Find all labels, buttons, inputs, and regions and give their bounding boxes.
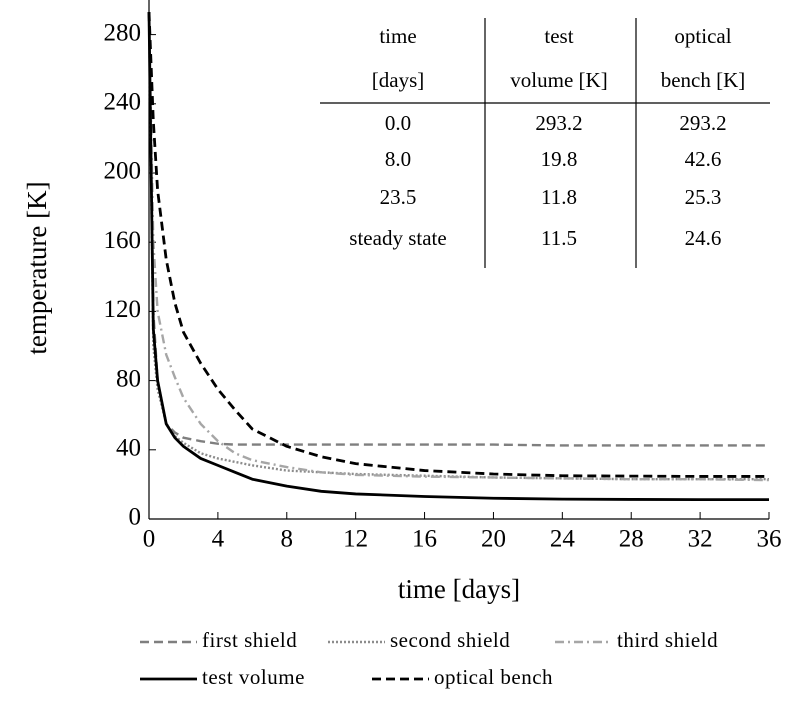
legend-label: test volume	[202, 665, 305, 689]
y-tick-label: 40	[116, 435, 141, 462]
x-tick-label: 24	[550, 526, 576, 553]
x-tick-label: 28	[619, 526, 644, 553]
x-tick-label: 32	[688, 526, 713, 553]
table-cell: 25.3	[685, 185, 722, 209]
y-tick-label: 200	[104, 158, 142, 185]
legend-label: first shield	[202, 628, 297, 652]
series-line	[147, 12, 769, 502]
table-cell: 42.6	[685, 147, 722, 171]
table-cell: 23.5	[380, 185, 417, 209]
table-cell: 11.8	[541, 185, 577, 209]
table-cell: 24.6	[685, 226, 722, 250]
y-tick-label: 120	[104, 296, 142, 323]
table-header: test	[544, 24, 573, 48]
x-tick-label: 4	[212, 526, 225, 553]
y-tick-label: 240	[104, 89, 142, 116]
y-tick-label: 280	[104, 19, 142, 46]
x-tick-label: 16	[412, 526, 437, 553]
table-cell: 8.0	[385, 147, 411, 171]
y-tick-label: 80	[116, 365, 141, 392]
x-tick-label: 12	[343, 526, 368, 553]
table-cell: 293.2	[679, 111, 726, 135]
table-cell: 11.5	[541, 226, 577, 250]
series-line	[147, 12, 769, 478]
table-header: bench [K]	[661, 68, 746, 92]
x-tick-label: 20	[481, 526, 506, 553]
table-cell: steady state	[349, 226, 446, 250]
table-cell: 293.2	[535, 111, 582, 135]
table-header: time	[379, 24, 416, 48]
table-cell: 0.0	[385, 111, 411, 135]
x-tick-label: 36	[757, 526, 782, 553]
table-header: optical	[674, 24, 731, 48]
legend-label: third shield	[617, 628, 718, 652]
y-tick-label: 160	[104, 227, 142, 254]
legend-label: second shield	[390, 628, 510, 652]
x-axis-label: time [days]	[398, 574, 520, 604]
table-background	[320, 16, 772, 270]
legend-label: optical bench	[434, 665, 553, 689]
y-tick-label: 0	[129, 504, 142, 531]
x-tick-label: 8	[281, 526, 294, 553]
x-tick-label: 0	[143, 526, 156, 553]
series-line	[147, 12, 770, 482]
y-axis-label: temperature [K]	[22, 181, 52, 354]
table-cell: 19.8	[541, 147, 578, 171]
table-header: [days]	[372, 68, 424, 92]
table-header: volume [K]	[510, 68, 607, 92]
